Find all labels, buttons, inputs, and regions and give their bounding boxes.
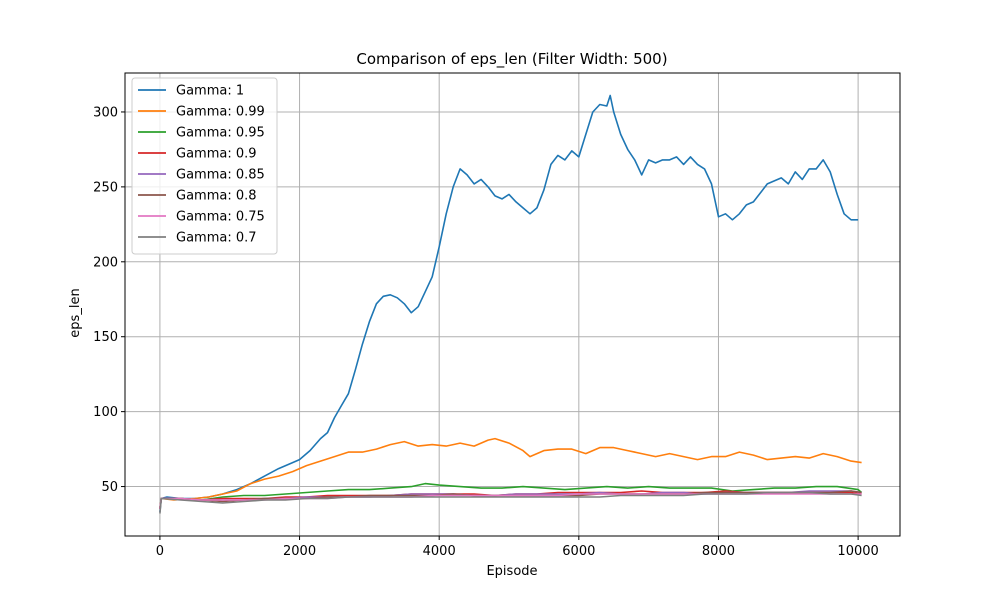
legend-label: Gamma: 0.9 (176, 147, 257, 162)
y-axis-label: eps_len (68, 288, 83, 337)
legend-label: Gamma: 0.75 (176, 210, 265, 225)
y-tick-label: 100 (93, 405, 118, 420)
legend: Gamma: 1 Gamma: 0.99 Gamma: 0.95 Gamma: 0.9… (131, 77, 278, 255)
series-line-2 (159, 482, 863, 508)
y-tick-label: 250 (93, 180, 118, 195)
y-tick-label: 150 (93, 330, 118, 345)
series-line-7 (159, 491, 862, 514)
legend-label: Gamma: 1 (176, 84, 244, 99)
plot-frame (124, 72, 901, 537)
x-tick-label: 4000 (423, 544, 456, 559)
y-tick-label: 50 (101, 480, 118, 495)
x-tick-label: 2000 (283, 544, 316, 559)
x-axis-label: Episode (486, 564, 537, 579)
x-tick-label: 6000 (562, 544, 595, 559)
legend-label: Gamma: 0.8 (176, 189, 257, 204)
series-lines (159, 94, 863, 514)
axis-ticks: 0 2000 4000 6000 8000 10000 50 100 150 200 250 300 (93, 105, 879, 559)
y-tick-label: 200 (93, 255, 118, 270)
series-line-0 (159, 94, 859, 513)
legend-label: Gamma: 0.85 (176, 168, 265, 183)
x-tick-label: 8000 (702, 544, 735, 559)
legend-label: Gamma: 0.7 (176, 231, 257, 246)
legend-box (131, 77, 278, 255)
y-tick-label: 300 (93, 105, 118, 120)
chart-title: Comparison of eps_len (Filter Width: 500… (356, 50, 667, 69)
x-tick-label: 10000 (837, 544, 878, 559)
legend-label: Gamma: 0.95 (176, 126, 265, 141)
series-line-1 (159, 437, 862, 510)
legend-label: Gamma: 0.99 (176, 105, 265, 120)
x-tick-label: 0 (156, 544, 164, 559)
